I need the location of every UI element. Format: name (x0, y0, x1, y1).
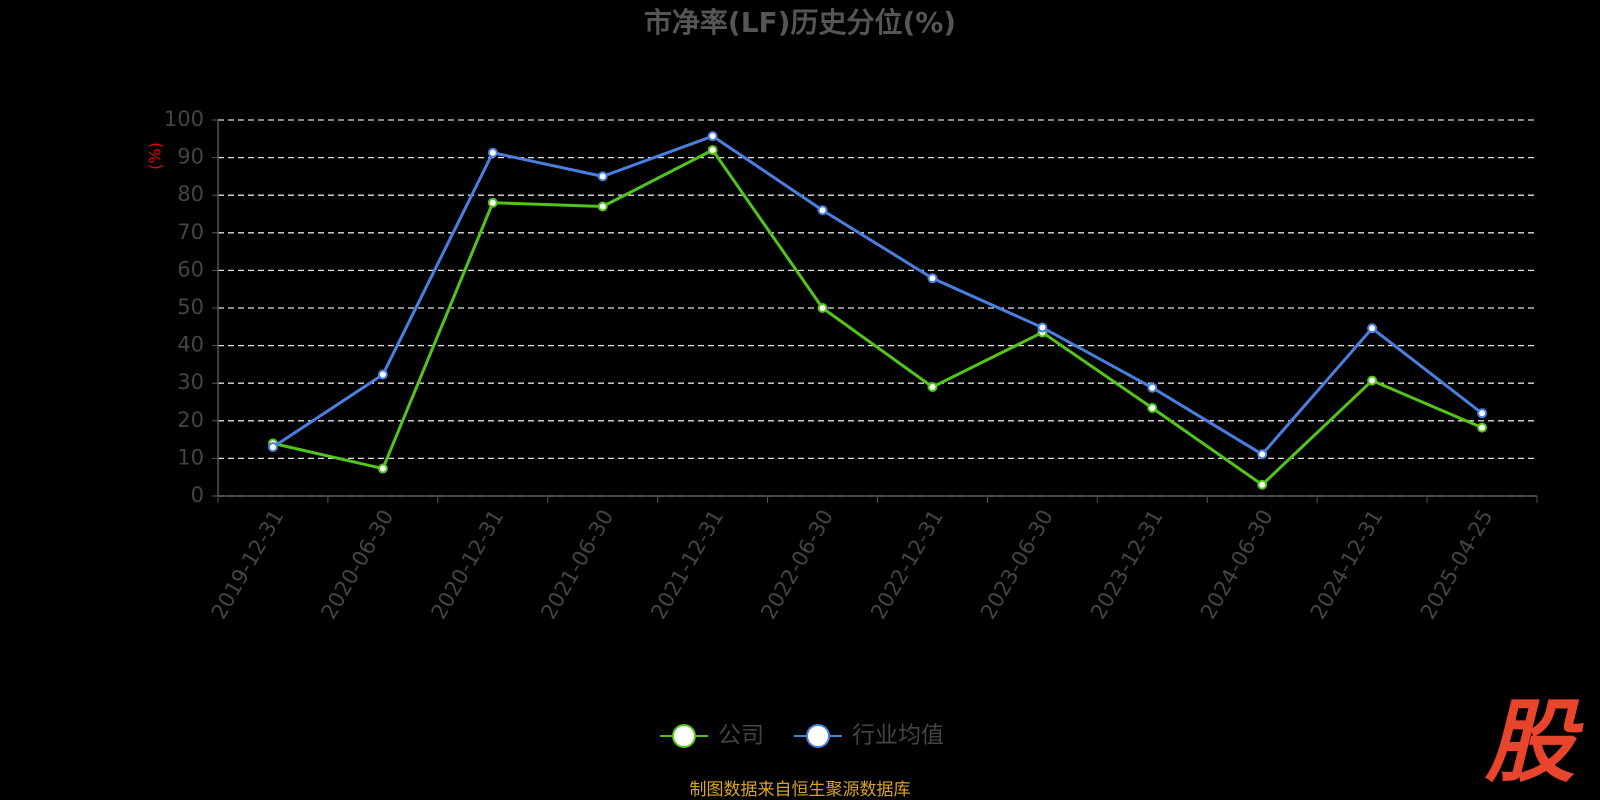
point (1037, 322, 1048, 333)
point (1367, 323, 1378, 334)
point (1477, 408, 1488, 419)
point (597, 171, 608, 182)
y-tick-label: 30 (177, 370, 204, 394)
chart-title: 市净率(LF)历史分位(%) (644, 6, 956, 39)
y-tick-label: 80 (177, 182, 204, 206)
point (1257, 479, 1268, 490)
y-tick-label: 100 (164, 107, 204, 131)
y-tick-label: 60 (177, 257, 204, 281)
logo: 股 (1484, 690, 1584, 795)
point (817, 303, 828, 313)
point (707, 131, 718, 142)
series-line (272, 134, 1483, 457)
y-tick-label: 50 (177, 295, 204, 319)
y-tick-label: 0 (191, 483, 204, 507)
point (1257, 449, 1268, 460)
legend-marker (672, 724, 696, 748)
y-axis-label: (%) (146, 142, 165, 170)
point (1367, 375, 1378, 386)
y-tick-label: 70 (177, 220, 204, 244)
point (597, 201, 608, 212)
y-tick-label: 90 (177, 145, 204, 169)
legend-marker (806, 724, 830, 748)
footer: 制图数据来自恒生聚源数据库 (690, 780, 911, 800)
point (377, 463, 388, 474)
y-tick-label: 20 (177, 408, 204, 432)
point (267, 442, 278, 453)
point (927, 381, 938, 392)
point (817, 205, 828, 216)
y-tick-label: 40 (177, 333, 204, 357)
point (927, 273, 938, 284)
point (487, 147, 498, 158)
point (487, 197, 498, 208)
point (707, 145, 718, 156)
point (1147, 382, 1158, 393)
legend-label: 行业均值 (852, 723, 944, 749)
point (377, 369, 388, 380)
legend-label: 公司 (718, 723, 764, 749)
y-tick-label: 10 (177, 445, 204, 469)
point (1147, 403, 1158, 414)
series-line (272, 148, 1483, 487)
point (1477, 422, 1488, 433)
